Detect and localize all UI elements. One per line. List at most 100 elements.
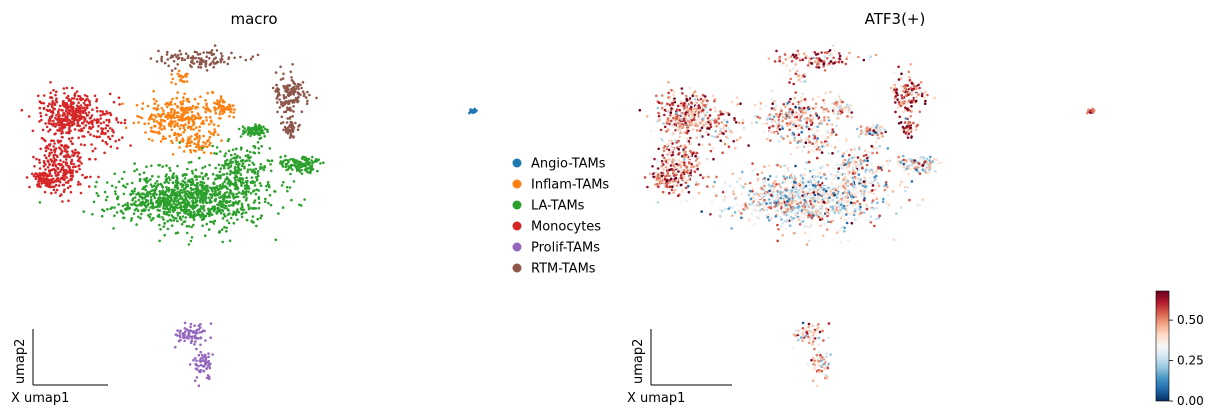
point-monocytes (66, 123, 70, 126)
point-inflam-tams (160, 128, 164, 131)
point-rtm-tams (286, 128, 290, 132)
point-atf3 (830, 181, 833, 184)
point-la-tams (173, 192, 176, 195)
point-atf3 (794, 199, 798, 203)
point-la-tams (203, 234, 207, 237)
point-rtm-tams (205, 55, 208, 58)
point-inflam-tams (138, 115, 142, 119)
point-atf3 (762, 131, 765, 134)
point-atf3 (794, 211, 797, 215)
point-monocytes (44, 163, 47, 166)
point-la-tams (226, 219, 229, 222)
point-la-tams (151, 185, 154, 188)
point-atf3 (724, 207, 727, 211)
point-atf3 (744, 203, 747, 206)
point-monocytes (48, 178, 51, 182)
point-la-tams (174, 203, 177, 207)
point-prolif-tams (201, 353, 204, 357)
point-inflam-tams (209, 141, 212, 145)
point-monocytes (92, 134, 96, 138)
point-atf3 (832, 189, 835, 193)
point-rtm-tams (283, 125, 287, 129)
point-monocytes (69, 140, 73, 143)
point-la-tams (242, 195, 246, 199)
point-rtm-tams (286, 86, 289, 89)
point-la-tams (167, 176, 171, 179)
point-atf3 (780, 125, 784, 128)
point-atf3 (762, 193, 766, 197)
point-monocytes (72, 122, 76, 126)
point-rtm-tams (278, 93, 281, 97)
point-inflam-tams (182, 99, 185, 103)
point-monocytes (65, 155, 68, 159)
point-monocytes (71, 175, 74, 179)
point-atf3 (777, 140, 781, 143)
point-monocytes (63, 174, 67, 178)
point-la-tams (128, 206, 131, 210)
point-atf3 (816, 137, 819, 140)
point-atf3 (786, 178, 790, 182)
point-prolif-tams (193, 324, 196, 328)
point-la-tams (245, 218, 249, 222)
point-la-tams (192, 223, 195, 227)
point-monocytes (37, 183, 41, 186)
point-atf3 (733, 211, 737, 214)
point-monocytes (107, 135, 110, 139)
point-atf3 (884, 181, 888, 184)
point-atf3 (804, 144, 807, 148)
point-monocytes (44, 139, 47, 143)
point-monocytes (41, 128, 45, 132)
legend-marker-monocytes (512, 221, 522, 231)
point-inflam-tams (180, 118, 183, 122)
point-rtm-tams (160, 57, 163, 61)
point-la-tams (113, 206, 116, 209)
point-atf3 (835, 124, 838, 128)
point-atf3 (810, 128, 814, 131)
point-prolif-tams (176, 329, 179, 332)
point-la-tams (224, 160, 227, 163)
point-rtm-tams (170, 69, 174, 72)
point-la-tams (149, 195, 153, 199)
point-atf3 (783, 164, 786, 167)
point-la-tams (201, 146, 204, 150)
point-monocytes (74, 165, 77, 168)
point-atf3 (826, 163, 829, 167)
point-la-tams (286, 159, 290, 162)
point-atf3 (765, 214, 768, 217)
point-la-tams (113, 214, 116, 217)
point-inflam-tams (150, 113, 153, 116)
point-atf3 (827, 132, 831, 135)
point-atf3 (841, 154, 844, 158)
point-monocytes (79, 191, 83, 195)
point-monocytes (69, 190, 73, 194)
point-prolif-tams (183, 327, 187, 330)
point-la-tams (223, 154, 226, 158)
point-atf3 (770, 130, 773, 133)
point-inflam-tams (173, 111, 176, 114)
point-monocytes (64, 109, 68, 113)
point-rtm-tams (279, 100, 283, 104)
point-atf3 (825, 138, 828, 142)
point-monocytes (81, 173, 84, 177)
point-la-tams (215, 146, 219, 149)
point-inflam-tams (214, 111, 218, 115)
point-atf3 (790, 219, 794, 222)
point-atf3 (780, 207, 783, 210)
point-la-tams (195, 175, 198, 178)
point-atf3 (809, 179, 813, 182)
point-inflam-tams (176, 124, 180, 128)
point-la-tams (184, 210, 188, 213)
point-atf3 (887, 163, 890, 166)
point-la-tams (267, 201, 270, 205)
point-atf3 (859, 178, 862, 181)
point-monocytes (94, 157, 97, 161)
point-monocytes (68, 112, 72, 116)
point-atf3 (800, 126, 804, 129)
point-la-tams (211, 172, 215, 176)
point-la-tams (268, 194, 272, 197)
point-la-tams (310, 164, 314, 167)
point-prolif-tams (191, 335, 194, 338)
point-atf3 (841, 206, 844, 210)
point-la-tams (176, 214, 180, 217)
point-atf3 (731, 172, 734, 176)
